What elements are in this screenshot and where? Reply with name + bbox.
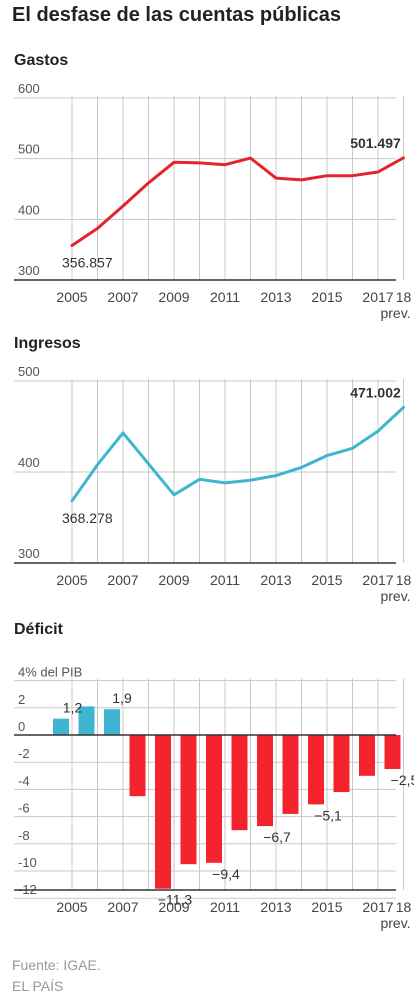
deficit-bar [282, 735, 299, 814]
ingresos-y-tick-label: 300 [18, 546, 40, 561]
gastos-x-tick-label: 2013 [260, 289, 291, 305]
gastos-x-tick-label: 2017 [362, 289, 393, 305]
page-title: El desfase de las cuentas públicas [12, 4, 342, 26]
gastos-x-tick-label: 2015 [311, 289, 342, 305]
gastos-x-tick-sublabel: prev. [380, 305, 410, 321]
deficit-bar [155, 735, 171, 889]
deficit-bar [104, 709, 120, 735]
deficit-section-title: Déficit [14, 621, 64, 638]
ingresos-x-tick-label: 2015 [311, 572, 342, 588]
gastos-x-tick-label: 2007 [107, 289, 138, 305]
gastos-data-label: 356.857 [62, 255, 113, 271]
source-note: Fuente: IGAE. [12, 957, 101, 973]
deficit-data-label: −11,3 [158, 892, 193, 908]
ingresos-x-tick-label: 2011 [210, 572, 240, 588]
publisher-credit: EL PAÍS [12, 978, 64, 994]
deficit-x-tick-label: 2007 [107, 899, 138, 915]
ingresos-x-tick-label: 2013 [260, 572, 291, 588]
deficit-data-label: 1,2 [63, 700, 83, 716]
ingresos-x-tick-label: 2009 [158, 572, 189, 588]
deficit-data-label: −9,4 [212, 866, 240, 882]
deficit-y-tick-label: -4 [18, 773, 30, 788]
ingresos-x-tick-label: 2017 [362, 572, 393, 588]
deficit-x-tick-label: 2015 [311, 899, 342, 915]
ingresos-x-tick-label: 2005 [56, 572, 87, 588]
deficit-bar [129, 735, 146, 797]
ingresos-data-label: 471.002 [350, 384, 401, 400]
gastos-x-tick-label: 2005 [56, 289, 87, 305]
ingresos-series-line [70, 405, 405, 503]
deficit-bar [257, 735, 273, 827]
deficit-y-tick-label: -2 [18, 746, 30, 761]
gastos-series-line [70, 156, 405, 247]
deficit-bar [180, 735, 197, 865]
ingresos-y-tick-label: 500 [18, 364, 40, 379]
deficit-bar [206, 735, 222, 863]
ingresos-x-tick-label: 18 [396, 572, 412, 588]
deficit-x-tick-label: 2005 [56, 899, 87, 915]
ingresos-x-tick-sublabel: prev. [380, 588, 410, 604]
deficit-y-tick-label: -8 [18, 828, 30, 843]
deficit-data-label: 1,9 [112, 690, 132, 706]
gastos-chart: Gastos 300 400 500 600 2005 2007 2009 2011 2013 20… [14, 52, 412, 321]
deficit-data-label: −2,5 [391, 772, 414, 788]
gastos-x-tick-label: 2011 [210, 289, 240, 305]
ingresos-data-label: 368.278 [62, 510, 113, 526]
gastos-x-tick-label: 2009 [158, 289, 189, 305]
deficit-y-tick-label: 2 [18, 692, 25, 707]
deficit-x-tick-label: 2017 [362, 899, 393, 915]
deficit-x-tick-sublabel: prev. [380, 915, 410, 931]
deficit-bar [359, 735, 375, 776]
ingresos-section-title: Ingresos [14, 335, 81, 352]
deficit-x-tick-label: 2013 [260, 899, 291, 915]
gastos-y-tick-label: 400 [18, 202, 40, 217]
deficit-y-tick-label: 0 [18, 719, 25, 734]
deficit-bar [78, 706, 95, 735]
ingresos-x-tick-label: 2007 [107, 572, 138, 588]
gastos-section-title: Gastos [14, 52, 68, 69]
gastos-y-tick-label: 300 [18, 263, 40, 278]
gastos-data-label: 501.497 [350, 135, 401, 151]
gastos-y-tick-label: 500 [18, 142, 40, 157]
deficit-data-label: −5,1 [314, 807, 342, 823]
deficit-x-tick-label: 18 [396, 899, 412, 915]
deficit-bar [384, 735, 401, 769]
deficit-bar [231, 735, 248, 831]
deficit-y-tick-label: -10 [18, 855, 37, 870]
gastos-y-tick-label: 600 [18, 81, 40, 96]
deficit-x-tick-label: 2011 [210, 899, 240, 915]
deficit-y-tick-label: 4% del PIB [18, 665, 82, 680]
ingresos-y-tick-label: 400 [18, 455, 40, 470]
deficit-x-tick-label: 2009 [158, 899, 189, 915]
gastos-x-tick-label: 18 [396, 289, 412, 305]
deficit-bar [53, 718, 69, 735]
deficit-bar [333, 735, 350, 793]
deficit-y-tick-label: -6 [18, 801, 30, 816]
deficit-bar [308, 735, 324, 805]
deficit-data-label: −6,7 [263, 829, 291, 845]
ingresos-chart: Ingresos 300 400 500 2005 2007 2009 2011 2013 201… [14, 335, 412, 604]
